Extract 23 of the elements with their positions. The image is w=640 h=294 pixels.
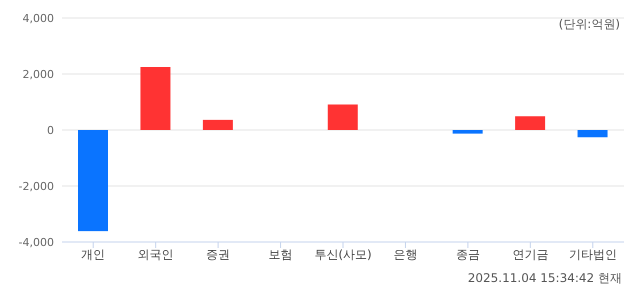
y-tick-label: -2,000 [18, 180, 54, 193]
bar [452, 130, 483, 134]
y-tick-label: 2,000 [22, 68, 54, 81]
bar [202, 120, 233, 130]
y-tick-label: 4,000 [22, 12, 54, 25]
bar [328, 104, 358, 130]
bar [78, 130, 108, 232]
x-tick-label: 개인 [81, 248, 106, 262]
x-tick-label: 은행 [393, 248, 418, 262]
x-tick-label: 종금 [456, 248, 480, 262]
y-tick-label: 0 [47, 124, 54, 137]
y-tick-label: -4,000 [18, 236, 54, 249]
x-tick-label: 외국인 [138, 248, 174, 262]
x-tick-label: 연기금 [512, 248, 548, 262]
x-tick-label: 기타법인 [568, 248, 617, 262]
bar [515, 116, 546, 130]
bar [578, 130, 608, 138]
x-tick-label: 증권 [206, 248, 230, 262]
text: 2025.11.04 15:34:42 현재 [468, 270, 622, 287]
x-tick-label: 보험 [268, 248, 293, 262]
bar [140, 67, 170, 130]
annotation: (단위:억원) [558, 16, 620, 33]
x-tick-label: 투신(사모) [314, 248, 372, 262]
